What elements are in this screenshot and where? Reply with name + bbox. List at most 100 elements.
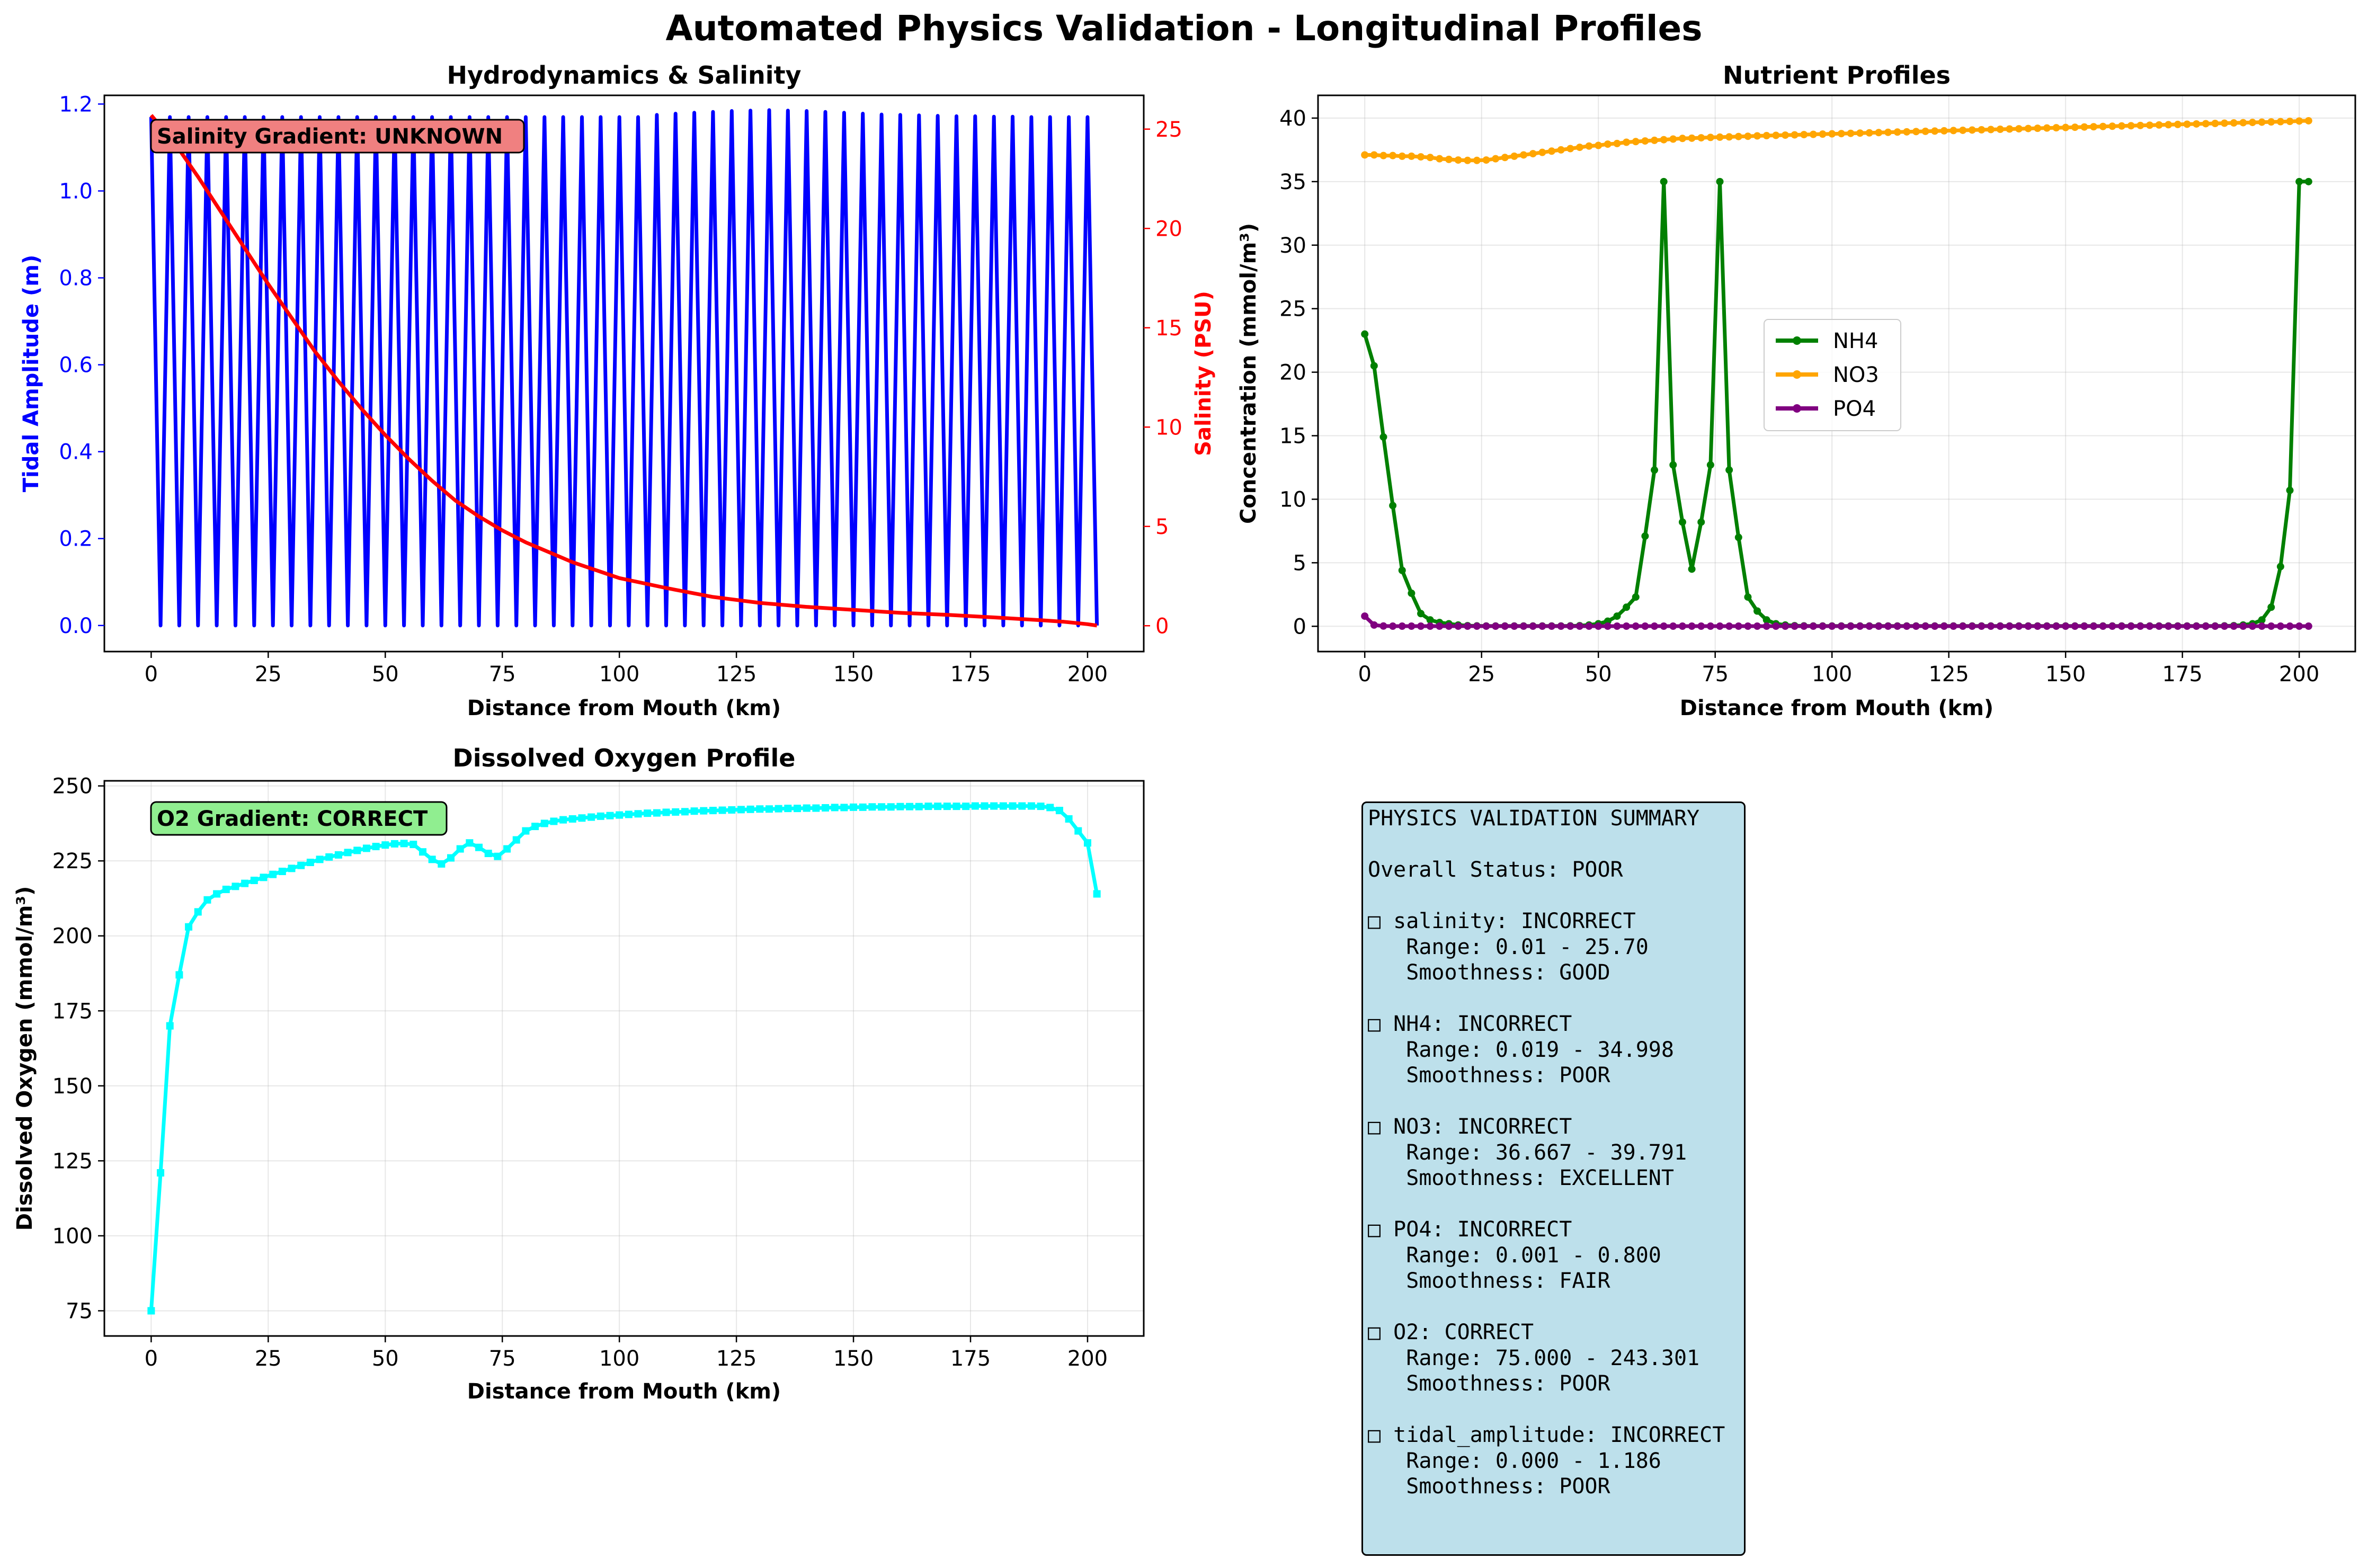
no3-point (1417, 153, 1425, 161)
o2-point (644, 809, 652, 817)
po4-point (1940, 622, 1948, 630)
o2-point (718, 806, 726, 814)
po4-point (1389, 622, 1397, 630)
legend-nh4-label: NH4 (1833, 329, 1878, 353)
po4-point (1781, 622, 1789, 630)
no3-point (1987, 126, 1995, 133)
x-tick-label: 125 (716, 662, 756, 687)
o2-point (794, 805, 801, 813)
y2-tick-label: 25 (1155, 118, 1182, 142)
po4-point (2071, 622, 2079, 630)
y-tick-label: 125 (52, 1149, 93, 1173)
nh4-point (2267, 603, 2275, 611)
no3-point (1501, 154, 1509, 162)
oxygen-series (149, 804, 1099, 1311)
no3-point (2118, 122, 2126, 130)
po4-point (1398, 622, 1406, 630)
validation-summary-box (1361, 801, 1746, 1556)
o2-point (625, 810, 633, 818)
po4-point (1613, 622, 1621, 630)
po4-point (1595, 622, 1603, 630)
y-tick-label: 30 (1279, 234, 1306, 258)
po4-point (1510, 622, 1518, 630)
y2-tick-label: 10 (1155, 415, 1182, 440)
o2-point (981, 802, 989, 810)
o2-point (850, 803, 858, 811)
no3-point (1837, 130, 1845, 138)
o2-point (494, 852, 502, 860)
nh4-point (1725, 466, 1733, 474)
o2-point (1027, 802, 1035, 810)
o2-point (1046, 804, 1054, 812)
o2-point (1065, 815, 1073, 823)
y-tick-label: 150 (52, 1074, 93, 1099)
legend-no3-marker (1793, 370, 1801, 379)
no3-point (1725, 133, 1733, 141)
po4-point (2155, 622, 2163, 630)
y-tick-label: 5 (1293, 551, 1306, 575)
y2-tick-label: 5 (1155, 515, 1169, 539)
po4-point (2146, 622, 2153, 630)
nh4-point (1632, 593, 1640, 601)
o2-point (840, 804, 848, 812)
x-tick-label: 125 (1928, 662, 1969, 687)
po4-point (1987, 622, 1995, 630)
x-tick-label: 0 (145, 1347, 158, 1371)
y2-tick-label: 0 (1155, 614, 1169, 638)
no3-point (1996, 126, 2004, 133)
hydro-title: Hydrodynamics & Salinity (447, 61, 801, 90)
tidal-amplitude-line (149, 108, 1099, 628)
nh4-point (1669, 461, 1677, 469)
o2-point (390, 840, 398, 848)
po4-point (2015, 622, 2023, 630)
y-tick-label: 200 (52, 924, 93, 949)
oxygen-x-label: Distance from Mouth (km) (467, 1379, 781, 1404)
po4-point (2221, 622, 2229, 630)
po4-point (1978, 622, 1986, 630)
y-tick-label: 0 (1293, 614, 1306, 639)
o2-point (653, 809, 661, 817)
o2-point (775, 805, 782, 813)
no3-point (2034, 124, 2042, 132)
po4-point (1604, 622, 1612, 630)
nh4-point (1408, 589, 1416, 597)
y-tick-label: 175 (52, 999, 93, 1023)
nh4-point (1660, 177, 1668, 185)
po4-point (1949, 622, 1957, 630)
po4-point (2286, 622, 2294, 630)
po4-point (1623, 622, 1631, 630)
no3-point (2248, 119, 2256, 127)
o2-point (578, 814, 586, 822)
o2-point (362, 844, 370, 852)
hydro-y-label: Tidal Amplitude (m) (19, 255, 43, 492)
oxygen-title: Dissolved Oxygen Profile (453, 744, 796, 772)
po4-point (1482, 622, 1490, 630)
no3-point (2006, 125, 2014, 133)
po4-point (2230, 622, 2238, 630)
po4-point (2043, 622, 2051, 630)
po4-point (1538, 622, 1546, 630)
po4-point (2006, 622, 2014, 630)
po4-point (1473, 622, 1481, 630)
po4-point (1753, 622, 1761, 630)
nh4-point (1361, 330, 1369, 338)
o2-point (915, 803, 923, 810)
nh4-point (2304, 177, 2312, 185)
po4-point (1734, 622, 1742, 630)
o2-point (409, 841, 417, 849)
nh4-point (1623, 603, 1631, 611)
oxygen-y-label: Dissolved Oxygen (mmol/m³) (13, 886, 37, 1231)
po4-point (1501, 622, 1509, 630)
legend-po4-label: PO4 (1833, 397, 1876, 421)
o2-point (690, 807, 698, 815)
o2-point (250, 876, 258, 884)
po4-point (1912, 622, 1920, 630)
hydro-y2-ticks: 0 5 10 15 20 25 (1144, 118, 1182, 638)
o2-point (999, 802, 1007, 810)
y-tick-label: 10 (1279, 487, 1306, 512)
o2-point (540, 819, 548, 827)
nh4-point (1417, 610, 1425, 618)
po4-point (1828, 622, 1836, 630)
po4-point (2090, 622, 2098, 630)
o2-point (709, 807, 717, 815)
